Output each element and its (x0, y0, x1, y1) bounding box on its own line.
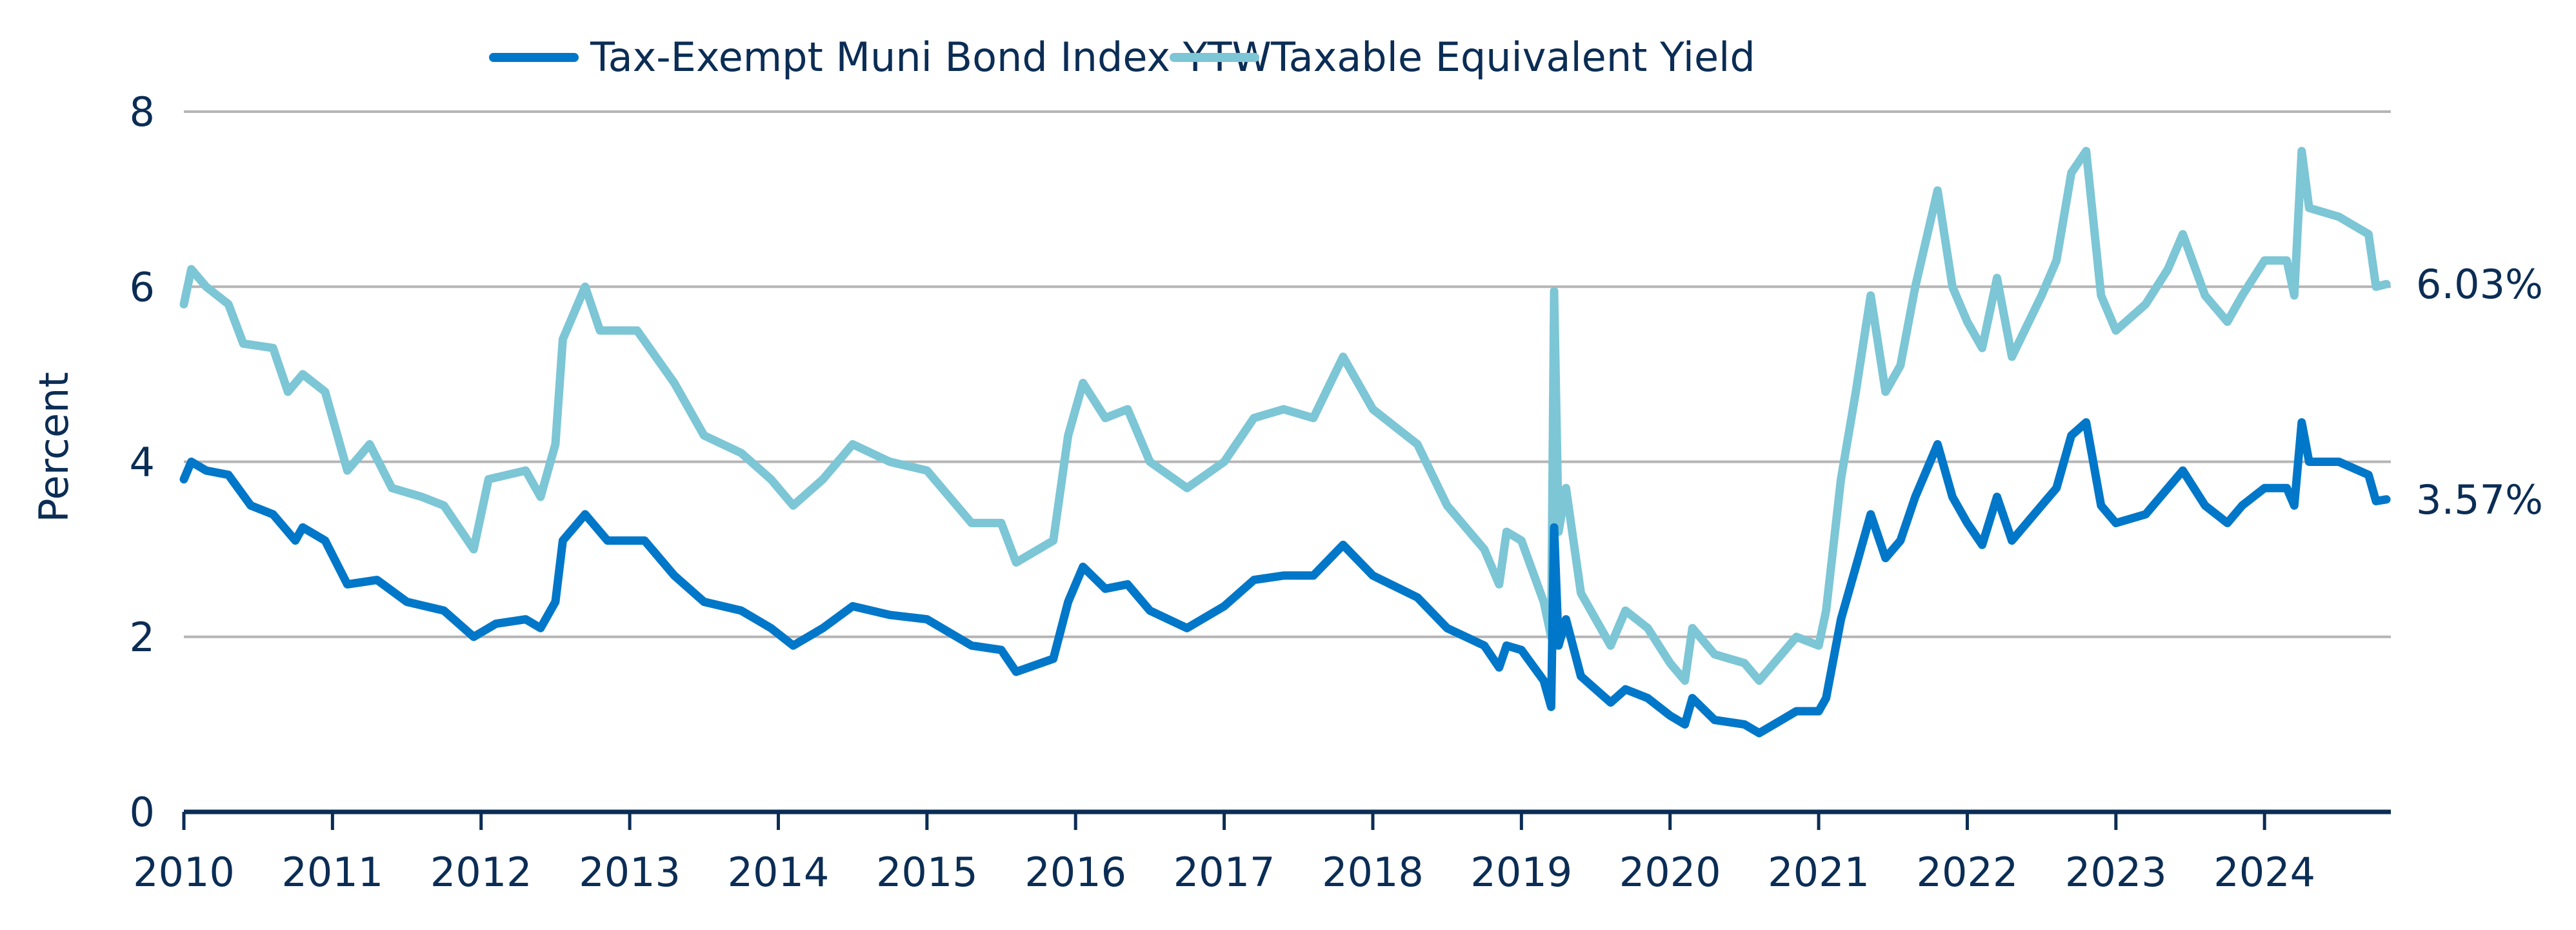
legend-label-muni: Tax-Exempt Muni Bond Index YTW (590, 34, 1272, 81)
x-tick-label: 2023 (2065, 849, 2167, 896)
series-line-0 (179, 418, 2391, 738)
x-tick-label: 2024 (2213, 849, 2315, 896)
y-tick-label: 2 (130, 614, 155, 661)
x-tick-label: 2022 (1917, 849, 2019, 896)
end-value-label: 3.57% (2416, 476, 2543, 523)
x-tick-label: 2016 (1024, 849, 1126, 896)
x-tick-label: 2011 (281, 849, 383, 896)
y-tick-label: 6 (130, 263, 155, 310)
y-axis-label: Percent (30, 372, 77, 522)
x-tick-label: 2010 (133, 849, 235, 896)
y-tick-label: 0 (130, 789, 155, 836)
series-line-1 (179, 147, 2391, 685)
x-tick-label: 2018 (1322, 849, 1424, 896)
y-tick-label: 8 (130, 88, 155, 136)
x-tick-label: 2021 (1768, 849, 1870, 896)
x-tick-label: 2012 (430, 849, 532, 896)
x-tick-label: 2019 (1470, 849, 1572, 896)
x-tick-label: 2013 (579, 849, 681, 896)
end-value-label: 6.03% (2416, 261, 2543, 308)
y-tick-label: 4 (130, 439, 155, 486)
x-tick-label: 2020 (1619, 849, 1721, 896)
x-tick-label: 2015 (876, 849, 978, 896)
x-tick-label: 2017 (1173, 849, 1275, 896)
legend-label-taxable: Taxable Equivalent Yield (1270, 34, 1755, 81)
x-tick-label: 2014 (728, 849, 830, 896)
legend: Tax-Exempt Muni Bond Index YTW Taxable E… (489, 34, 1755, 81)
